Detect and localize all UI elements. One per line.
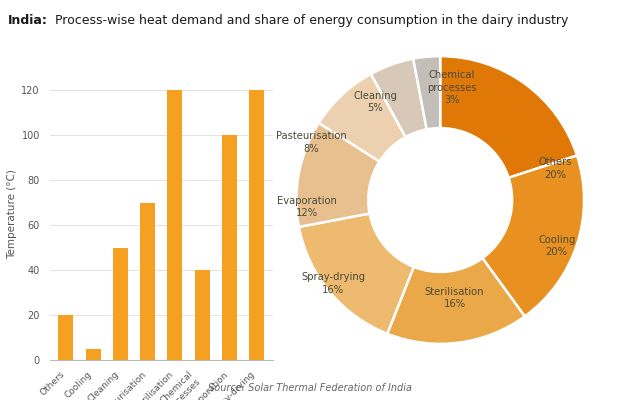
Text: Others
20%: Others 20% [538, 157, 572, 180]
Text: Chemical
processes
3%: Chemical processes 3% [427, 70, 477, 105]
Wedge shape [414, 56, 440, 129]
Bar [249, 90, 264, 360]
Bar [167, 90, 182, 360]
Wedge shape [371, 59, 427, 137]
Bar [58, 315, 73, 360]
Bar [86, 349, 100, 360]
Bar [113, 248, 128, 360]
Wedge shape [482, 156, 584, 316]
Text: Cooling
20%: Cooling 20% [538, 235, 575, 257]
Text: Source: Solar Thermal Federation of India: Source: Solar Thermal Federation of Indi… [208, 383, 412, 393]
Bar [222, 135, 237, 360]
Wedge shape [299, 214, 414, 334]
Text: Evaporation
12%: Evaporation 12% [277, 196, 337, 218]
Text: Cleaning
5%: Cleaning 5% [353, 91, 397, 113]
Text: Pasteurisation
8%: Pasteurisation 8% [276, 131, 347, 154]
Wedge shape [319, 74, 405, 162]
Wedge shape [388, 258, 525, 344]
Text: Spray-drying
16%: Spray-drying 16% [301, 272, 365, 295]
Wedge shape [440, 56, 577, 178]
Text: Sterilisation
16%: Sterilisation 16% [425, 287, 484, 309]
Y-axis label: Temperature (°C): Temperature (°C) [7, 169, 17, 259]
Text: Process-wise heat demand and share of energy consumption in the dairy industry: Process-wise heat demand and share of en… [51, 14, 569, 27]
Wedge shape [296, 123, 379, 227]
Bar [140, 203, 155, 360]
Text: India:: India: [7, 14, 47, 27]
Bar [195, 270, 210, 360]
